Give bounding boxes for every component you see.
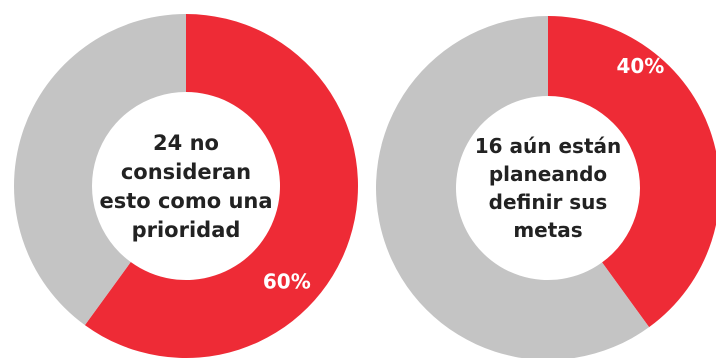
center-text-line: metas [513, 218, 582, 242]
percent-label: 40% [616, 54, 664, 78]
donut-center-text: 24 no consideran esto como una prioridad [99, 131, 272, 242]
percent-label: 60% [263, 270, 311, 294]
donut-slice-highlight [84, 14, 358, 358]
center-text-line: 16 aún están [475, 134, 622, 158]
donut-slice-rest [376, 16, 650, 358]
donut-slice-rest [14, 14, 186, 326]
donut-chart-priority: 60% 24 no consideran esto como una prioridad [14, 14, 358, 358]
center-text-line: definir sus [489, 190, 608, 214]
center-text-line: consideran [121, 160, 251, 184]
donut-slice-highlight [548, 16, 716, 328]
center-text-line: 24 no [153, 131, 219, 155]
donut-chart-goals: 40% 16 aún están planeando definir sus metas [376, 16, 716, 358]
center-text-line: esto como una [99, 189, 272, 213]
center-text-line: planeando [489, 162, 607, 186]
center-text-line: prioridad [132, 218, 241, 242]
donut-center-text: 16 aún están planeando definir sus metas [475, 134, 622, 242]
